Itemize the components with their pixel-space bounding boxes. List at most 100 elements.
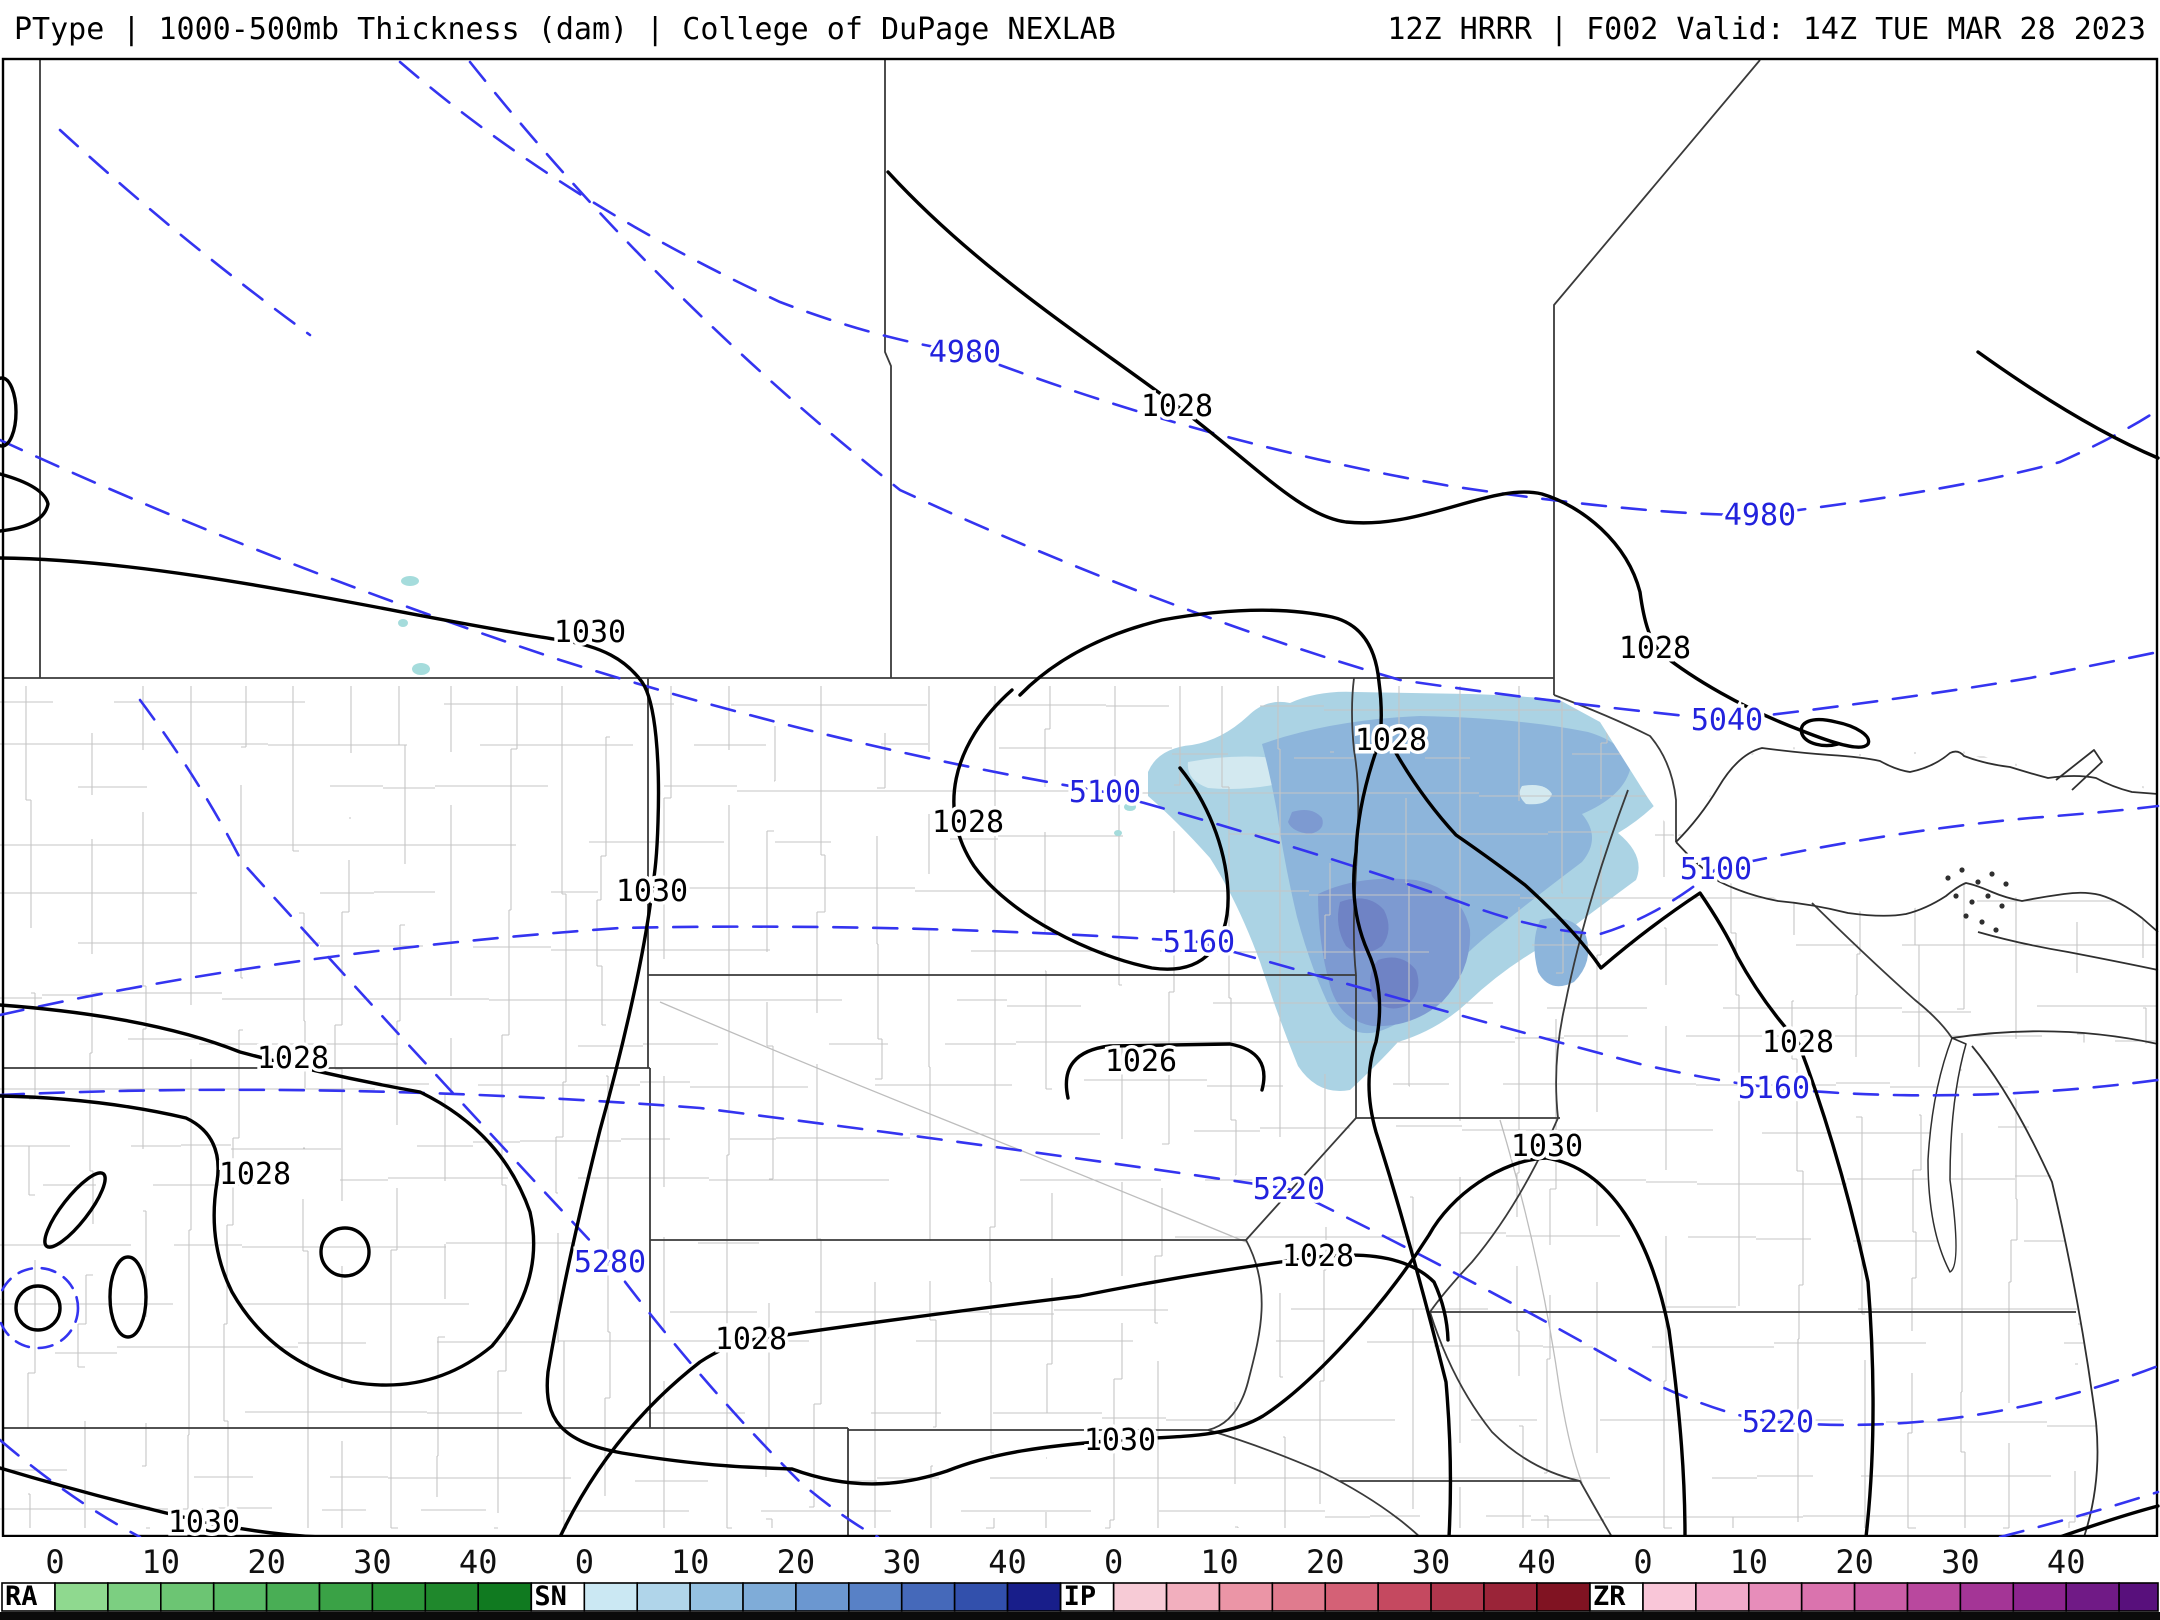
colorbar-cell [848,1582,903,1612]
thickness-contour-label: 5280 [574,1245,646,1280]
colorbar-tick: 40 [2047,1543,2086,1581]
pressure-contour-label: 1030 [168,1505,240,1537]
colorbar-cell [953,1582,1009,1612]
pressure-contour-label: 1028 [1762,1025,1834,1060]
colorbar-cell [1324,1582,1379,1612]
pressure-contour-label: 1026 [1105,1044,1177,1079]
colorbar-cell [583,1582,639,1612]
lake-michigan [1958,1040,2158,1537]
colorbar-tick: 20 [247,1543,286,1581]
thickness-contours [0,60,2160,1537]
colorbar-cell [1483,1582,1538,1612]
colorbar-tick: 20 [1835,1543,1874,1581]
colorbar-tick: 0 [575,1543,594,1581]
colorbar-cell [212,1582,268,1612]
pressure-contour-label: 1028 [1619,631,1691,666]
colorbar-section-zr: ZR0 10 20 30 40 [1589,1543,2159,1612]
pressure-contour-label: 1028 [932,805,1004,840]
colorbar-tick: 0 [1104,1543,1123,1581]
colorbar-cell [1853,1582,1909,1612]
green-bay [1927,1037,1967,1273]
colorbar-cell [1642,1582,1697,1612]
colorbar-cell [1906,1582,1962,1612]
colorbar-cell [795,1582,850,1612]
colorbar-tick: 0 [45,1543,64,1581]
colorbar-cell [1165,1582,1221,1612]
map-canvas: 4980 4980 5040 5100 5100 5160 5160 5220 5280 5220… [0,57,2160,1537]
pressure-contour-label: 1030 [616,874,688,909]
thickness-contour-label: 5040 [1691,703,1763,738]
colorbar-cell [2012,1582,2067,1612]
colorbar-tick: 10 [671,1543,710,1581]
colorbar-cell [636,1582,691,1612]
weather-map: 4980 4980 5040 5100 5100 5160 5160 5220 5280 5220… [0,57,2160,1537]
lake-superior [1676,746,2158,932]
colorbar-cell [2065,1582,2120,1612]
colorbar-cell [160,1582,215,1612]
colorbar-section-ra: RA0 10 20 30 40 [1,1543,532,1612]
colorbar-tick: 10 [142,1543,181,1581]
colorbar-label-cell [1589,1582,1644,1612]
colorbar-cell [54,1582,109,1612]
colorbar-cell [1536,1582,1591,1612]
ontario-region [1554,59,2158,838]
rivers [659,1001,1583,1484]
colorbar-cell [1112,1582,1168,1612]
colorbar-cell [1006,1582,1062,1612]
thickness-contour-label: 5160 [1738,1071,1810,1106]
thickness-contour-label: 5220 [1742,1405,1814,1440]
colorbar-cell [1218,1582,1274,1612]
colorbar-tick: 20 [1306,1543,1345,1581]
colorbar-tick: 10 [1200,1543,1239,1581]
pressure-contour-label: 1030 [1511,1129,1583,1164]
product-title: PType | 1000-500mb Thickness (dam) | Col… [14,12,1116,47]
colorbar-cell [689,1582,744,1612]
ptype-label-ra: RA [5,1581,38,1612]
colorbar-tick: 20 [777,1543,816,1581]
pressure-contour-label: 1030 [554,615,626,650]
thickness-contour-label: 4980 [929,335,1001,370]
colorbar-cell [742,1582,797,1612]
colorbar-cell [1959,1582,2015,1612]
colorbar-label-cell [1059,1582,1115,1612]
colorbar-cell [318,1582,374,1612]
pressure-contour-label: 1030 [1084,1423,1156,1458]
pressure-contour-label: 1028 [1355,723,1427,758]
ptype-colorbar: RA 0 10 20 30 40 SN 0 10 20 30 40 IP 0 10 20 30 40 ZR 0 10 20… [0,1537,2160,1620]
thickness-contour-label: 5220 [1253,1172,1325,1207]
light-precip-specks [398,576,1136,836]
colorbar-cell [1430,1582,1485,1612]
thickness-contour-label: 5100 [1680,852,1752,887]
colorbar-cell [1747,1582,1803,1612]
thickness-contour-label: 5100 [1069,775,1141,810]
ptype-label-zr: ZR [1593,1581,1626,1612]
colorbar-cell [1800,1582,1856,1612]
title-bar: PType | 1000-500mb Thickness (dam) | Col… [0,0,2160,57]
contour-labels: 4980 4980 5040 5100 5100 5160 5160 5220 5280 5220… [164,332,1837,1538]
colorbar-tick: 30 [1941,1543,1980,1581]
bottom-strip [0,1612,2160,1620]
colorbar-tick: 30 [353,1543,392,1581]
ptype-label-sn: SN [534,1581,567,1612]
water-and-canada-mask [4,59,2158,1537]
colorbar-cell [265,1582,321,1612]
colorbar-cell [477,1582,532,1612]
ptype-label-ip: IP [1064,1581,1097,1612]
colorbar-tick: 30 [1412,1543,1451,1581]
thickness-contour-label: 4980 [1724,498,1796,533]
pressure-contour-label: 1028 [1282,1239,1354,1274]
colorbar-cell [1695,1582,1750,1612]
colorbar-tick: 30 [882,1543,921,1581]
colorbar-tick: 40 [988,1543,1027,1581]
pressure-contours [0,170,2160,1537]
colorbar-label-cell [530,1582,586,1612]
colorbar-cell [424,1582,479,1612]
pressure-contour-label: 1028 [1141,389,1213,424]
colorbar-cell [107,1582,162,1612]
pressure-contour-label: 1028 [257,1041,329,1076]
colorbar-cell [1377,1582,1432,1612]
colorbar-tick: 40 [1518,1543,1557,1581]
colorbar-tick: 10 [1730,1543,1769,1581]
colorbar-section-sn: SN 0 10 20 30 40 [530,1543,1062,1612]
